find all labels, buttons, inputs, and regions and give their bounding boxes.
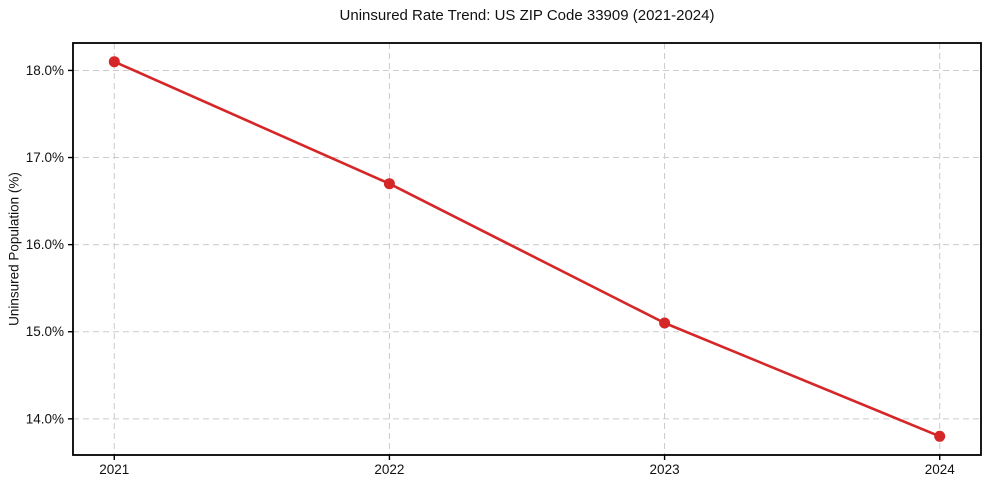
data-line <box>113 60 941 438</box>
y-tick-label: 17.0% <box>26 150 64 165</box>
x-tick-label: 2022 <box>374 462 404 477</box>
data-point <box>934 430 946 442</box>
x-tick-label: 2024 <box>925 462 956 477</box>
plot-border <box>72 42 982 456</box>
data-point <box>659 317 671 329</box>
data-point <box>108 56 120 68</box>
y-tick-label: 15.0% <box>26 324 64 339</box>
x-tick-label: 2021 <box>99 462 129 477</box>
y-tick-label: 14.0% <box>26 411 64 426</box>
x-tick-label: 2023 <box>650 462 680 477</box>
y-tick-label: 18.0% <box>26 63 64 78</box>
data-point <box>383 178 395 190</box>
chart-title: Uninsured Rate Trend: US ZIP Code 33909 … <box>339 7 715 24</box>
y-tick-label: 16.0% <box>26 237 64 252</box>
